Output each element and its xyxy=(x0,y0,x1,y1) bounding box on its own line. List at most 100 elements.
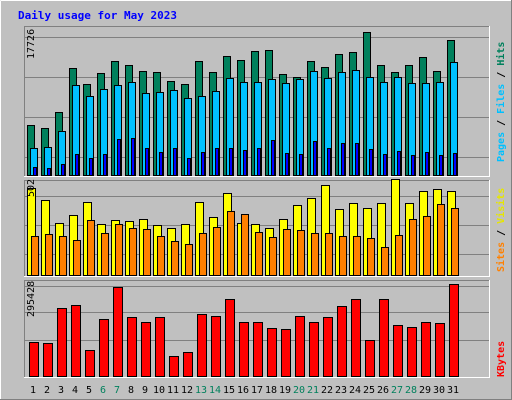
sites-bar-day-16 xyxy=(241,214,249,276)
day-label-12: 12 xyxy=(181,385,193,396)
svg-text:Pages / Files / Hits: Pages / Files / Hits xyxy=(495,42,507,162)
kbytes-bar-day-26 xyxy=(379,299,389,377)
day-label-26: 26 xyxy=(377,385,389,396)
sites-bar-day-6 xyxy=(101,233,109,276)
kbytes-bar-day-28 xyxy=(407,327,417,377)
pages-bar-day-21 xyxy=(313,141,317,176)
day-label-3: 3 xyxy=(58,385,64,396)
sites-bar-day-22 xyxy=(325,233,333,276)
kbytes-bar-day-27 xyxy=(393,325,403,377)
day-label-17: 17 xyxy=(251,385,263,396)
day-label-15: 15 xyxy=(223,385,235,396)
chart-title: Daily usage for May 2023 xyxy=(18,9,177,22)
day-label-8: 8 xyxy=(128,385,134,396)
day-label-1: 1 xyxy=(30,385,36,396)
sites-bar-day-31 xyxy=(451,208,459,276)
sites-bar-day-29 xyxy=(423,216,431,276)
day-label-18: 18 xyxy=(265,385,277,396)
kbytes-legend: KBytes xyxy=(496,341,507,377)
day-label-31: 31 xyxy=(447,385,459,396)
pages-bar-day-4 xyxy=(75,154,79,176)
sites-bar-day-18 xyxy=(269,237,277,276)
kbytes-bar-day-15 xyxy=(225,299,235,377)
pages-bar-day-6 xyxy=(103,154,107,176)
hits-panel xyxy=(24,26,490,177)
pages-bar-day-30 xyxy=(439,155,443,176)
kbytes-bar-day-14 xyxy=(211,316,221,377)
day-label-27: 27 xyxy=(391,385,403,396)
svg-text:KBytes: KBytes xyxy=(496,341,507,377)
day-label-24: 24 xyxy=(349,385,361,396)
sites-bar-day-25 xyxy=(367,238,375,276)
pages-bar-day-27 xyxy=(397,151,401,176)
kbytes-bar-day-8 xyxy=(127,317,137,377)
kbytes-bar-day-19 xyxy=(281,329,291,377)
pages-bar-day-26 xyxy=(383,154,387,176)
visits-axis-title: Sites / Visits xyxy=(495,188,507,272)
pages-bar-day-1 xyxy=(33,167,37,176)
kbytes-bar-day-12 xyxy=(183,352,193,377)
kbytes-bar-day-7 xyxy=(113,287,123,377)
sites-bar-day-8 xyxy=(129,228,137,276)
day-label-9: 9 xyxy=(142,385,148,396)
kbytes-bar-day-13 xyxy=(197,314,207,377)
day-label-6: 6 xyxy=(100,385,106,396)
sites-bar-day-3 xyxy=(59,236,67,276)
pages-bar-day-15 xyxy=(229,148,233,176)
sites-bar-day-26 xyxy=(381,247,389,276)
day-label-13: 13 xyxy=(195,385,207,396)
day-label-28: 28 xyxy=(405,385,417,396)
pages-bar-day-13 xyxy=(201,152,205,176)
pages-bar-day-14 xyxy=(215,148,219,176)
pages-legend: Pages xyxy=(496,132,507,162)
day-label-2: 2 xyxy=(44,385,50,396)
sites-bar-day-13 xyxy=(199,233,207,276)
kbytes-bar-day-30 xyxy=(435,323,445,377)
sites-bar-day-28 xyxy=(409,219,417,276)
day-label-16: 16 xyxy=(237,385,249,396)
visits-panel xyxy=(24,179,490,277)
sites-bar-day-20 xyxy=(297,230,305,276)
pages-bar-day-18 xyxy=(271,140,275,176)
day-label-21: 21 xyxy=(307,385,319,396)
day-label-22: 22 xyxy=(321,385,333,396)
pages-bar-day-16 xyxy=(243,150,247,176)
kbytes-bar-day-4 xyxy=(71,305,81,377)
sites-bar-day-1 xyxy=(31,236,39,276)
pages-bar-day-7 xyxy=(117,139,121,176)
sites-bar-day-9 xyxy=(143,229,151,276)
kbytes-axis-title: KBytes xyxy=(496,341,507,377)
pages-bar-day-2 xyxy=(47,168,51,176)
sites-bar-day-14 xyxy=(213,227,221,276)
sites-bar-day-5 xyxy=(87,220,95,276)
kbytes-bar-day-9 xyxy=(141,322,151,377)
kbytes-bar-day-25 xyxy=(365,340,375,377)
kbytes-bar-day-1 xyxy=(29,342,39,377)
kbytes-bar-day-11 xyxy=(169,356,179,377)
kbytes-bar-day-6 xyxy=(99,319,109,377)
kbytes-bar-day-23 xyxy=(337,306,347,377)
kbytes-panel xyxy=(24,280,490,378)
day-label-30: 30 xyxy=(433,385,445,396)
kbytes-bar-day-3 xyxy=(57,308,67,377)
day-label-20: 20 xyxy=(293,385,305,396)
pages-bar-day-8 xyxy=(131,138,135,176)
pages-bar-day-10 xyxy=(159,152,163,176)
sites-bar-day-7 xyxy=(115,224,123,276)
kbytes-bar-day-22 xyxy=(323,317,333,377)
sites-legend: Sites xyxy=(495,242,507,272)
day-label-7: 7 xyxy=(114,385,120,396)
pages-bar-day-23 xyxy=(341,143,345,176)
day-label-4: 4 xyxy=(72,385,78,396)
pages-bar-day-24 xyxy=(355,143,359,176)
hits-legend: Hits xyxy=(495,42,507,66)
hits-axis-title: Pages / Files / Hits xyxy=(495,42,507,162)
pages-bar-day-25 xyxy=(369,149,373,176)
pages-bar-day-22 xyxy=(327,148,331,176)
pages-bar-day-20 xyxy=(299,154,303,176)
sites-bar-day-2 xyxy=(45,234,53,276)
pages-bar-day-12 xyxy=(187,158,191,176)
sites-bar-day-19 xyxy=(283,229,291,276)
sites-bar-day-12 xyxy=(185,244,193,276)
